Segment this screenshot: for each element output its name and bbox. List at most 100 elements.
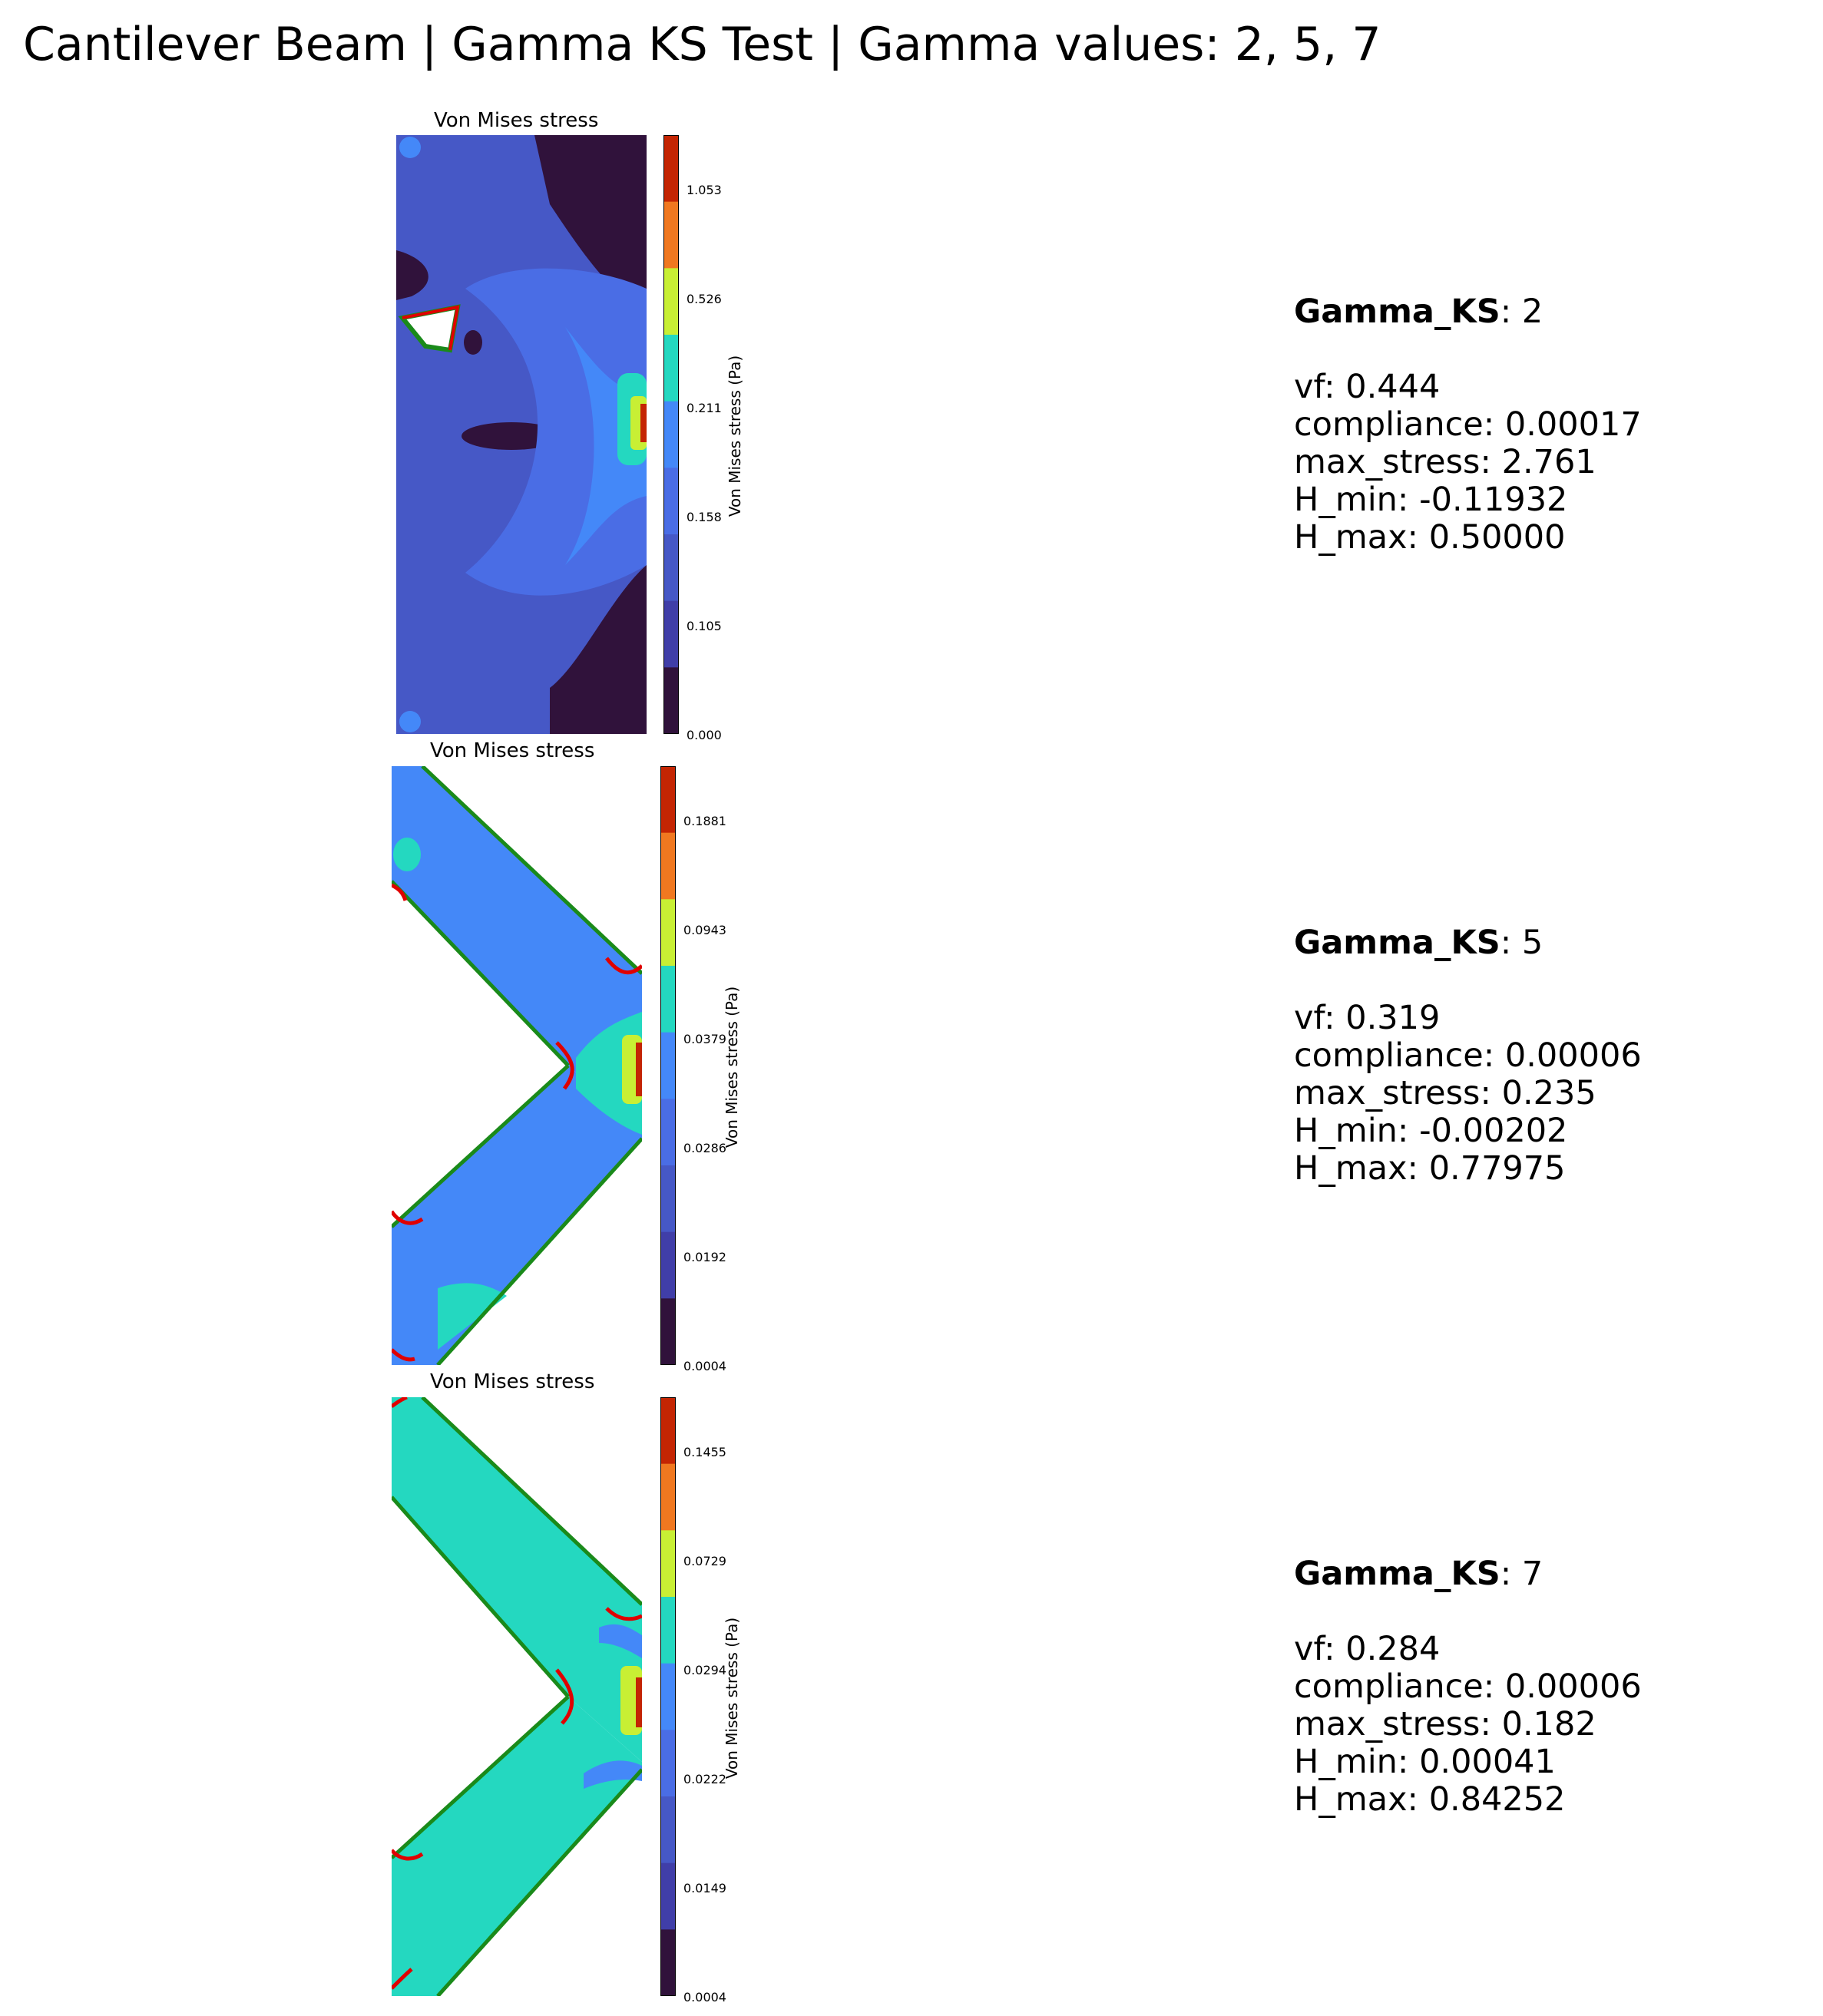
colorbar-label: Von Mises stress (Pa) [723,1618,741,1779]
metric-key: compliance [1294,405,1484,444]
colorbar-tick-label: 0.0294 [683,1663,726,1677]
plot-title: Von Mises stress [434,109,598,132]
metric-value: -0.00202 [1419,1112,1567,1150]
metric-value: 0.235 [1502,1074,1596,1112]
gamma-value: 7 [1522,1555,1543,1593]
plot-title: Von Mises stress [430,1370,594,1393]
colorbar-tick-label: 0.0729 [683,1554,726,1568]
colorbar-segment [660,966,676,1033]
corner-spot-bottom [399,711,421,732]
metric-value: 0.444 [1345,368,1440,406]
colorbar-tick-label: 0.0286 [683,1141,726,1155]
load-zone-red [640,404,647,442]
colorbar-segment [663,468,679,534]
colorbar-tick-label: 0.0379 [683,1032,726,1046]
colorbar-segment [660,1397,676,1464]
colorbar-tick-label: 0.0004 [683,1990,726,2004]
colorbar-segment [660,1530,676,1597]
colorbar-label: Von Mises stress (Pa) [723,987,741,1148]
colorbar-segment [660,1597,676,1664]
stress-field-plot [392,766,642,1365]
metric-key: max_stress [1294,1074,1480,1112]
metric-value: 0.77975 [1429,1149,1566,1188]
colorbar-tick-label: 0.105 [687,619,722,633]
colorbar-segment [663,268,679,335]
colorbar-segment [660,1033,676,1099]
colorbar-segment [663,135,679,202]
colorbar-segment [663,534,679,601]
metrics-block: Gamma_KS: 7 vf: 0.284 compliance: 0.0000… [1294,1555,1642,1819]
colorbar-tick-label: 0.0222 [683,1772,726,1786]
colorbar-segment [660,1165,676,1232]
corner-spot-top [399,137,421,158]
colorbar-segment [660,1730,676,1796]
metric-key: vf [1294,368,1324,406]
metric-key: H_max [1294,1149,1408,1188]
colorbar-segments [660,1397,676,1996]
colorbar-segment [660,1099,676,1165]
metric-value: -0.11932 [1419,481,1567,519]
colorbar-segment [663,202,679,269]
colorbar-tick-label: 0.0149 [683,1881,726,1895]
metric-key: compliance [1294,1667,1484,1706]
metric-value: 0.00006 [1505,1036,1642,1075]
colorbar-label: Von Mises stress (Pa) [726,355,744,517]
metric-value: 0.319 [1345,999,1440,1037]
gamma-value: 5 [1522,924,1543,962]
colorbar-segment [660,1863,676,1930]
metric-value: 0.00017 [1505,405,1642,444]
colorbar-tick-label: 0.526 [687,292,722,306]
metric-key: H_max [1294,1780,1408,1819]
metric-value: 0.284 [1345,1630,1440,1668]
colorbar-tick-label: 1.053 [687,183,722,197]
gamma-label: Gamma_KS [1294,292,1500,331]
colorbar-segments [660,766,676,1365]
low-stress-spot [464,330,482,355]
colorbar-segment [660,1298,676,1365]
metric-value: 0.84252 [1429,1780,1566,1819]
metric-value: 0.00041 [1419,1743,1556,1781]
metric-key: vf [1294,1630,1324,1668]
colorbar-segment [660,1929,676,1996]
metric-value: 2.761 [1502,443,1596,481]
colorbar-segments [663,135,679,734]
metric-key: vf [1294,999,1324,1037]
metric-value: 0.00006 [1505,1667,1642,1706]
plot-title: Von Mises stress [430,739,594,762]
colorbar-tick-label: 0.1455 [683,1445,726,1459]
colorbar [660,1397,676,1996]
colorbar-segment [663,402,679,468]
metric-value: 0.50000 [1429,518,1566,557]
colorbar-segment [660,1796,676,1863]
figure-title: Cantilever Beam | Gamma KS Test | Gamma … [23,14,1381,75]
cyan-stress-patch-upper [393,838,421,871]
beam-upper-arm [392,1397,642,1762]
load-zone-red [636,1677,642,1727]
cyan-stress-patch-lower [438,1283,507,1350]
colorbar-tick-label: 0.0004 [683,1359,726,1373]
colorbar [660,766,676,1365]
gamma-label: Gamma_KS [1294,924,1500,962]
colorbar [663,135,679,734]
metric-key: compliance [1294,1036,1484,1075]
colorbar-segment [660,1232,676,1299]
colorbar-segment [663,601,679,668]
metrics-block: Gamma_KS: 5 vf: 0.319 compliance: 0.0000… [1294,924,1642,1188]
colorbar-tick-label: 0.158 [687,510,722,524]
stress-field-plot [392,1397,642,1996]
metric-key: H_min [1294,1743,1398,1781]
colorbar-segment [660,899,676,966]
metrics-block: Gamma_KS: 2 vf: 0.444 compliance: 0.0001… [1294,293,1642,557]
colorbar-segment [660,1464,676,1531]
load-zone-red [636,1043,642,1096]
colorbar-tick-label: 0.1881 [683,814,726,828]
colorbar-segment [660,833,676,900]
colorbar-segment [663,667,679,734]
colorbar-segment [660,1664,676,1730]
stress-field-plot [396,135,647,734]
metric-value: 0.182 [1502,1705,1596,1743]
colorbar-segment [660,766,676,833]
gamma-value: 2 [1522,292,1543,331]
colorbar-tick-label: 0.0943 [683,923,726,937]
metric-key: max_stress [1294,443,1480,481]
